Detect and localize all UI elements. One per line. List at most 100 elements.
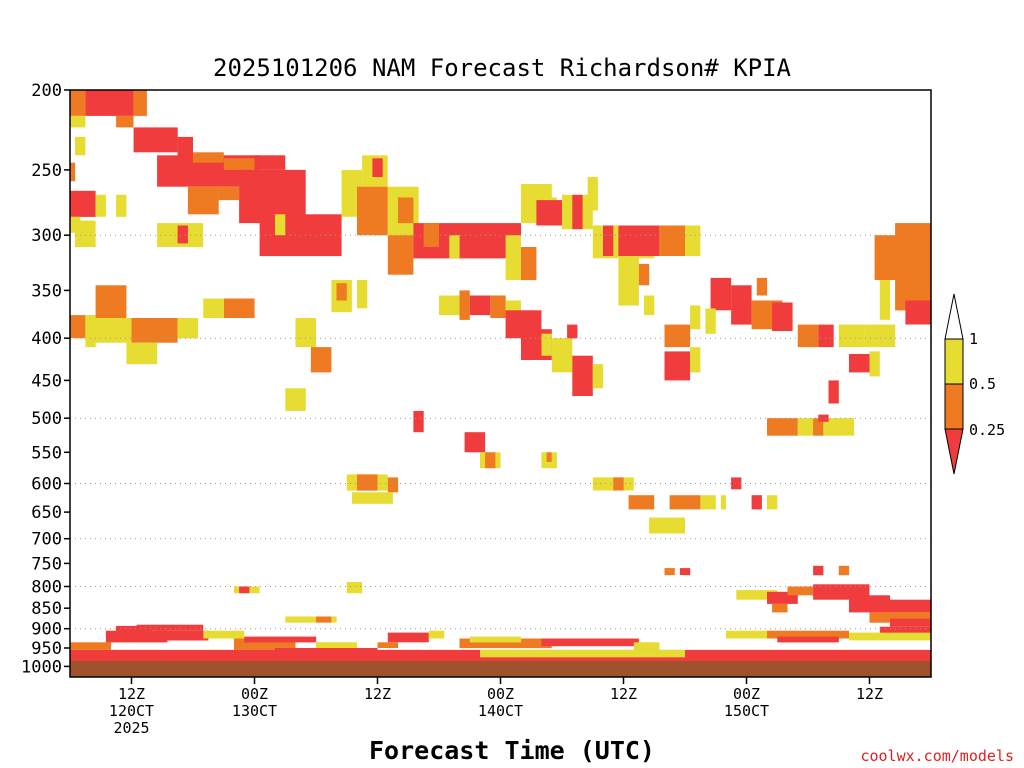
heatmap-cell-14 — [187, 186, 219, 215]
heatmap-cell-124 — [649, 517, 685, 534]
heatmap-cell-54 — [459, 290, 470, 320]
heatmap-cell-141 — [234, 638, 296, 650]
colorbar-swatch-mid — [944, 383, 964, 430]
heatmap-cell-105 — [413, 410, 424, 433]
heatmap-cell-158 — [772, 604, 788, 613]
heatmap-cell-0 — [70, 90, 86, 116]
heatmap-cell-32 — [387, 235, 414, 275]
heatmap-cell-102 — [813, 418, 824, 436]
y-tick-label-1000: 1000 — [21, 657, 62, 677]
heatmap-cell-21 — [116, 194, 127, 217]
heatmap-cell-154 — [849, 632, 931, 641]
heatmap-cell-13 — [239, 169, 306, 224]
heatmap-cell-66 — [336, 283, 347, 301]
heatmap-cell-126 — [664, 568, 675, 576]
heatmap-cell-85 — [223, 298, 255, 318]
heatmap-cell-143 — [316, 642, 357, 648]
colorbar-swatch-low — [944, 428, 964, 475]
colorbar-label-1: 0.5 — [969, 375, 996, 393]
heatmap-cell-147 — [459, 638, 552, 649]
heatmap-cell-76 — [905, 300, 931, 325]
heatmap-cell-31 — [398, 197, 414, 224]
heatmap-cell-117 — [628, 495, 655, 510]
heatmap-cell-168 — [480, 649, 685, 658]
colorbar-label-0: 0.25 — [969, 421, 1005, 439]
y-tick-label-800: 800 — [31, 578, 62, 598]
y-axis: 200 250 300 350 400 450 500 550 600 650 700 750 8008… — [21, 81, 70, 677]
heatmap-cell-122 — [751, 495, 762, 510]
heatmap-cell-112 — [357, 474, 378, 491]
heatmap-cell-40 — [536, 200, 562, 226]
heatmap-cell-90 — [664, 324, 691, 348]
heatmap-cell-101 — [797, 418, 814, 436]
heatmap-cell-136 — [157, 630, 209, 641]
x-tick-label-3-1: 140CT — [478, 702, 523, 720]
heatmap-cell-131 — [346, 582, 363, 594]
heatmap-cell-86 — [203, 298, 224, 318]
chart-title: 2025101206 NAM Forecast Richardson# KPIA — [213, 54, 792, 82]
heatmap-cell-53 — [439, 295, 460, 316]
heatmap-cell-22 — [75, 220, 96, 247]
heatmap-cell-29 — [372, 158, 383, 177]
colorbar-swatch-high — [944, 338, 964, 385]
heatmap-cell-95 — [838, 324, 865, 348]
heatmap-cell-17 — [275, 214, 286, 236]
heatmap-cell-71 — [772, 302, 793, 331]
x-tick-label-0-1: 120CT — [109, 702, 154, 720]
heatmap-cell-34 — [423, 223, 439, 247]
heatmap-cell-62 — [567, 324, 578, 339]
heatmap-cell-110 — [546, 452, 552, 462]
heatmap-cell-81 — [90, 318, 132, 343]
heatmap-cell-146 — [428, 630, 445, 639]
heatmap-cell-12 — [70, 162, 76, 182]
heatmap-cell-83 — [177, 318, 199, 339]
y-tick-label-650: 650 — [31, 503, 62, 523]
x-tick-label-3-0: 00Z — [487, 685, 514, 703]
heatmap-cell-91 — [664, 351, 691, 381]
heatmap-cell-100 — [767, 418, 798, 436]
heatmap-cell-137 — [105, 630, 168, 643]
gridlines — [70, 234, 931, 630]
heatmap-cell-144 — [387, 632, 429, 643]
heatmap-cell-51 — [644, 295, 655, 316]
heatmap-cell-37 — [505, 235, 521, 280]
heatmap-cell-167 — [275, 648, 378, 656]
heatmap-cell-125 — [679, 568, 691, 576]
x-tick-label-1-0: 00Z — [241, 685, 268, 703]
heatmap-cell-97 — [849, 354, 870, 373]
heatmap-cell-135 — [136, 624, 204, 631]
heatmap-cell-24 — [177, 225, 188, 244]
heatmap-cell-99 — [828, 380, 839, 404]
y-tick-label-400: 400 — [31, 329, 62, 349]
heatmap-cell-150 — [633, 642, 660, 650]
heatmap-cell-1 — [85, 90, 134, 116]
heatmap-cell-155 — [879, 626, 932, 633]
y-tick-label-250: 250 — [31, 161, 62, 181]
heatmap-cell-153 — [777, 636, 839, 643]
heatmap-cell-84 — [126, 342, 158, 365]
heatmap-cell-52 — [690, 305, 701, 330]
heatmap-cell-67 — [357, 280, 368, 309]
heatmap-cell-164 — [869, 612, 931, 623]
heatmap-cell-113 — [387, 477, 399, 493]
heatmap-cell-152 — [767, 630, 849, 639]
heatmap-cell-106 — [464, 432, 486, 453]
x-tick-label-5-0: 00Z — [733, 685, 760, 703]
heatmap-cell-160 — [813, 584, 829, 600]
x-tick-label-6-0: 12Z — [856, 685, 883, 703]
heatmap-cell-142 — [244, 636, 317, 643]
heatmap-cell-92 — [690, 347, 701, 373]
heatmap-cell-148 — [469, 636, 522, 643]
heatmap-cell-120 — [720, 495, 726, 510]
heatmap-cell-145 — [377, 642, 398, 648]
heatmap-cell-116 — [613, 477, 624, 491]
heatmap-cell-89 — [285, 388, 306, 411]
heatmap-cell-55 — [469, 295, 491, 316]
heatmap-cell-46 — [618, 225, 660, 256]
x-axis-label: Forecast Time (UTC) — [369, 736, 655, 765]
heatmap-cell-48 — [685, 225, 701, 256]
heatmap-cell-20 — [95, 194, 106, 217]
y-tick-label-550: 550 — [31, 443, 62, 463]
